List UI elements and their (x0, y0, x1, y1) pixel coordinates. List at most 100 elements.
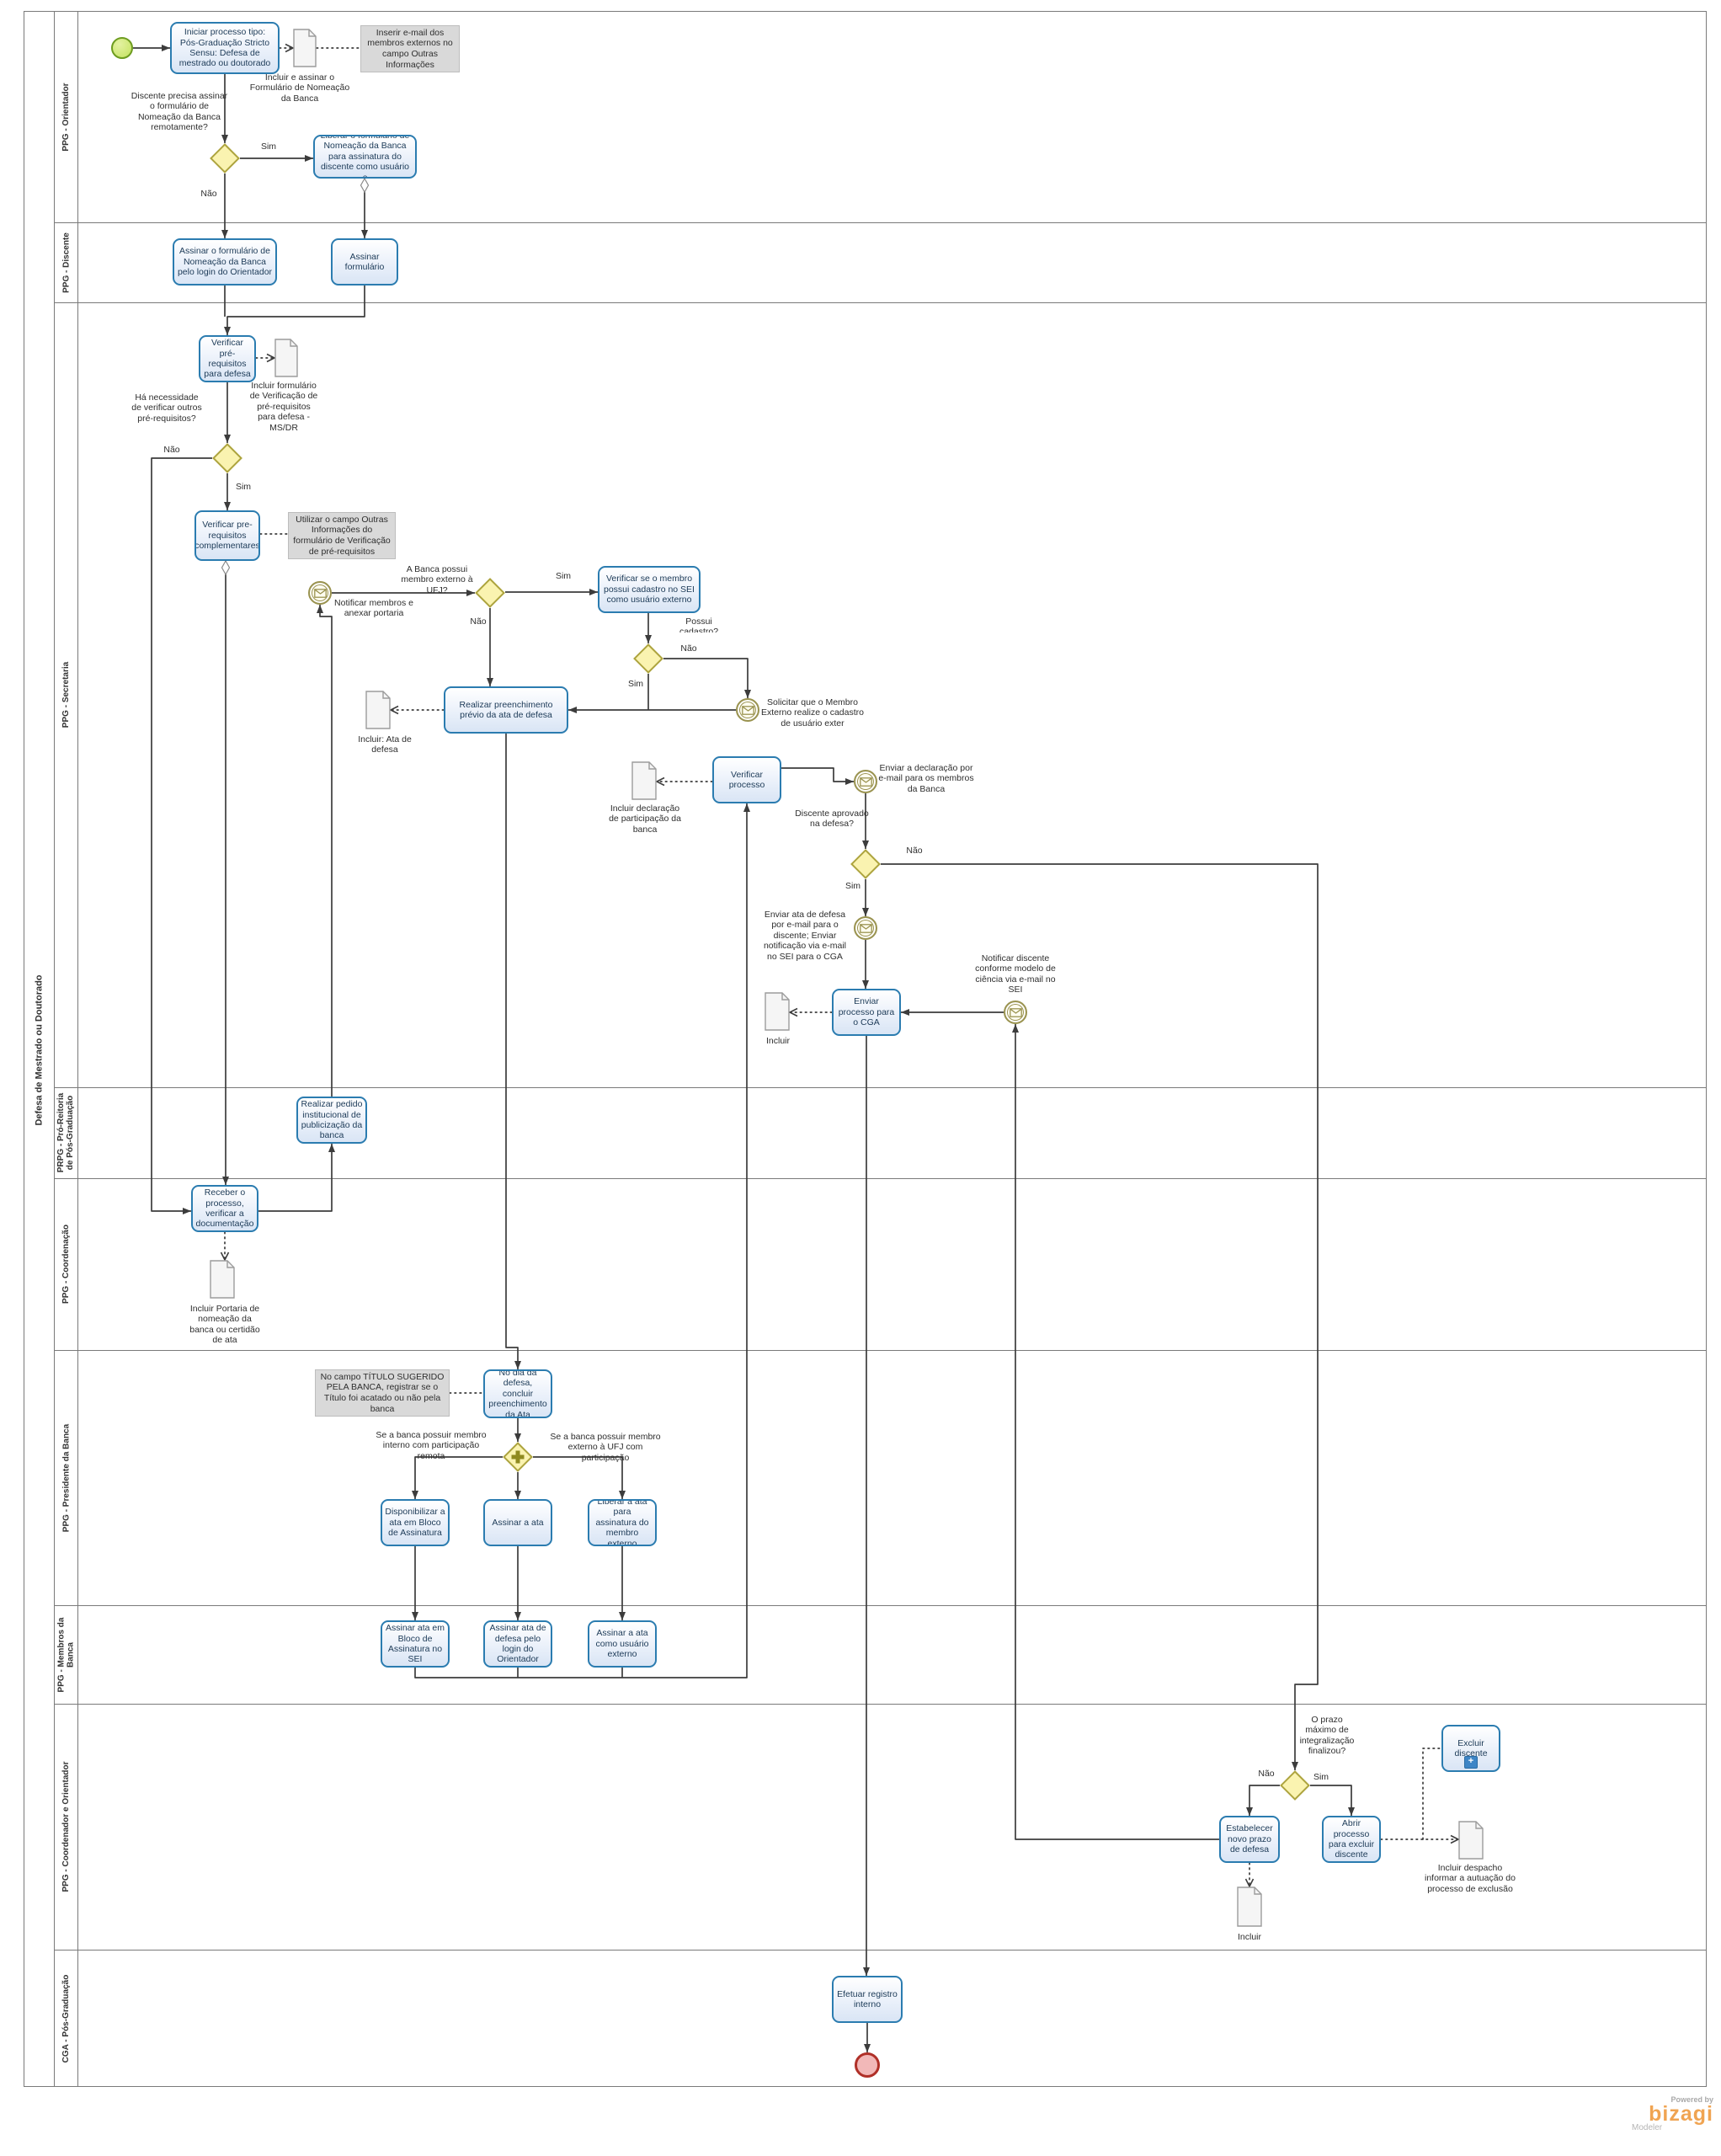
task-iniciar-processo[interactable]: Iniciar processo tipo: Pós-Graduação Str… (170, 22, 280, 74)
lane-divider (54, 302, 1706, 303)
doc-formulario-nomeacao[interactable] (293, 29, 317, 67)
document-icon (631, 761, 657, 800)
task-verificar-pre-requisitos-complementares[interactable]: Verificar pre-requisitos complementares (194, 510, 260, 561)
task-label: Receber o processo, verificar a document… (195, 1187, 254, 1230)
task-assinar-ata-bloco-sei[interactable]: Assinar ata em Bloco de Assinatura no SE… (381, 1620, 450, 1668)
task-label: Iniciar processo tipo: Pós-Graduação Str… (178, 27, 271, 69)
gateway-inclusivo-participacao[interactable] (503, 1442, 533, 1472)
envelope-icon (859, 776, 872, 787)
powered-by-text: Powered by (1670, 2095, 1713, 2104)
lane-divider (54, 222, 1706, 223)
lane-divider (54, 1950, 1706, 1951)
gateway-diamond-icon (210, 143, 240, 173)
subprocess-plus-icon: + (1464, 1756, 1478, 1769)
task-disponibilizar-ata-bloco[interactable]: Disponibilizar a ata em Bloco de Assinat… (381, 1499, 450, 1546)
envelope-icon (741, 705, 754, 715)
task-assinar-formulario[interactable]: Assinar formulário (331, 238, 398, 286)
task-liberar-formulario[interactable]: Liberar o formulário de Nomeação da Banc… (313, 135, 417, 179)
gateway-diamond-icon (475, 578, 505, 608)
annotation-label: Utilizar o campo Outras Informações do f… (293, 514, 391, 557)
gateway-membro-externo-ufj[interactable] (475, 578, 505, 608)
message-event-enviar-declaracao[interactable] (854, 770, 877, 793)
annotation-label: No campo TÍTULO SUGERIDO PELA BANCA, reg… (320, 1371, 445, 1414)
gateway-outros-pre-requisitos[interactable] (212, 443, 242, 473)
doc-verificacao-pre-requisitos[interactable] (274, 339, 298, 377)
task-abrir-processo-exclusao[interactable]: Abrir processo para excluir discente (1322, 1816, 1381, 1863)
envelope-icon (1009, 1007, 1022, 1017)
task-assinar-formulario-login-orientador[interactable]: Assinar o formulário de Nomeação da Banc… (173, 238, 277, 286)
doc-portaria-nomeacao[interactable] (210, 1260, 235, 1299)
gateway-diamond-icon (850, 849, 881, 879)
pool-title-divider (54, 12, 55, 2086)
task-verificar-processo[interactable]: Verificar processo (712, 756, 781, 803)
task-label: Assinar ata em Bloco de Assinatura no SE… (385, 1623, 445, 1665)
task-efetuar-registro-interno[interactable]: Efetuar registro interno (832, 1976, 903, 2023)
task-label: No dia da defesa, concluir preenchimento… (488, 1369, 547, 1418)
task-label: Excluir discente (1454, 1737, 1488, 1758)
task-label: Liberar a ata para assinatura do membro … (595, 1499, 649, 1546)
message-event-enviar-ata[interactable] (854, 916, 877, 940)
end-event[interactable] (855, 2052, 880, 2078)
task-label: Verificar processo (728, 769, 765, 790)
task-liberar-ata-membro-externo[interactable]: Liberar a ata para assinatura do membro … (588, 1499, 657, 1546)
document-icon (1237, 1886, 1262, 1927)
subprocess-excluir-discente[interactable]: Excluir discente + (1441, 1725, 1500, 1772)
document-icon (1458, 1821, 1484, 1860)
lane-divider (54, 1178, 1706, 1179)
task-label: Verificar pré-requisitos para defesa (204, 338, 251, 380)
document-icon (365, 691, 391, 729)
task-label: Assinar a ata (492, 1517, 544, 1528)
task-assinar-ata-usuario-externo[interactable]: Assinar a ata como usuário externo (588, 1620, 657, 1668)
task-verificar-cadastro-sei[interactable]: Verificar se o membro possui cadastro no… (598, 566, 701, 613)
doc-incluir-2[interactable] (1237, 1886, 1262, 1927)
task-enviar-processo-cga[interactable]: Enviar processo para o CGA (832, 989, 901, 1036)
task-label: Abrir processo para excluir discente (1328, 1818, 1375, 1860)
task-preenchimento-previo-ata[interactable]: Realizar preenchimento prévio da ata de … (444, 686, 568, 734)
lane-divider (54, 1350, 1706, 1351)
annotation-titulo-sugerido[interactable]: No campo TÍTULO SUGERIDO PELA BANCA, reg… (315, 1369, 450, 1417)
task-label: Realizar pedido institucional de publici… (301, 1099, 363, 1141)
task-receber-processo[interactable]: Receber o processo, verificar a document… (191, 1185, 258, 1232)
annotation-campo-outras-informacoes[interactable]: Utilizar o campo Outras Informações do f… (288, 512, 396, 559)
gateway-assinar-remotamente[interactable] (210, 143, 240, 173)
start-event[interactable] (111, 37, 133, 59)
task-assinar-a-ata[interactable]: Assinar a ata (483, 1499, 552, 1546)
envelope-icon (859, 923, 872, 933)
gateway-diamond-icon (633, 643, 663, 674)
modeler-text: Modeler (1632, 2123, 1663, 2132)
task-estabelecer-novo-prazo[interactable]: Estabelecer novo prazo de defesa (1219, 1816, 1280, 1863)
lane-divider (54, 1087, 1706, 1088)
task-verificar-pre-requisitos[interactable]: Verificar pré-requisitos para defesa (199, 335, 256, 382)
task-pedido-publicizacao[interactable]: Realizar pedido institucional de publici… (296, 1097, 367, 1144)
document-icon (210, 1260, 235, 1299)
gateway-discente-aprovado[interactable] (850, 849, 881, 879)
task-label: Assinar formulário (344, 251, 385, 272)
bizagi-brand-text: bizagi (1649, 2102, 1713, 2126)
task-label: Realizar preenchimento prévio da ata de … (459, 699, 553, 720)
task-label: Assinar a ata como usuário externo (595, 1628, 649, 1660)
task-label: Liberar o formulário de Nomeação da Banc… (320, 135, 410, 179)
doc-incluir-1[interactable] (765, 992, 790, 1031)
doc-ata-defesa[interactable] (365, 691, 391, 729)
task-assinar-ata-login-orientador[interactable]: Assinar ata de defesa pelo login do Orie… (483, 1620, 552, 1668)
task-label: Estabelecer novo prazo de defesa (1226, 1823, 1273, 1855)
annotation-email-membros-externos[interactable]: Inserir e-mail dos membros externos no c… (360, 25, 460, 72)
lane-divider (54, 1605, 1706, 1606)
lane-label-divider (77, 12, 78, 2086)
process-pool: Defesa de Mestrado ou Doutorado PPG - Or… (24, 11, 1707, 2087)
lane-divider (54, 1704, 1706, 1705)
gateway-diamond-icon (212, 443, 242, 473)
gateway-possui-cadastro[interactable] (633, 643, 663, 674)
message-event-notificar-membros[interactable] (308, 581, 332, 605)
message-event-notificar-discente[interactable] (1004, 1001, 1027, 1024)
bizagi-logo: Powered by bizagi Modeler (1608, 2095, 1713, 2132)
doc-despacho-exclusao[interactable] (1458, 1821, 1484, 1860)
document-icon (293, 29, 317, 67)
task-concluir-preenchimento-ata[interactable]: No dia da defesa, concluir preenchimento… (483, 1369, 552, 1418)
task-label: Assinar ata de defesa pelo login do Orie… (489, 1623, 546, 1665)
doc-declaracao-participacao[interactable] (631, 761, 657, 800)
message-event-solicitar-cadastro[interactable] (736, 698, 759, 722)
gateway-prazo-integralizacao[interactable] (1280, 1770, 1310, 1801)
